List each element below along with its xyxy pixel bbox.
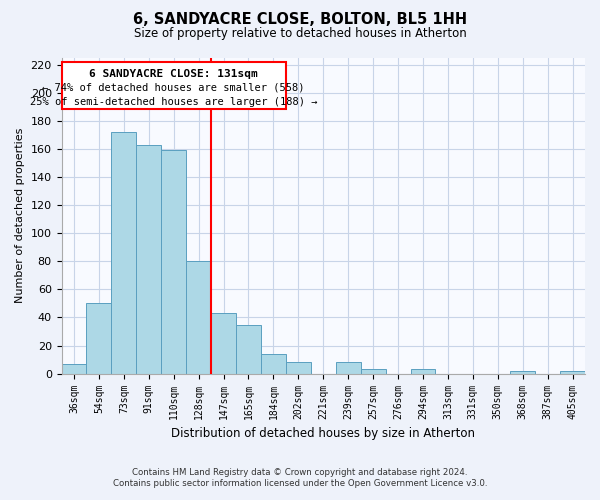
Text: Contains HM Land Registry data © Crown copyright and database right 2024.
Contai: Contains HM Land Registry data © Crown c…	[113, 468, 487, 487]
Text: 6 SANDYACRE CLOSE: 131sqm: 6 SANDYACRE CLOSE: 131sqm	[89, 68, 258, 78]
Bar	[261, 354, 286, 374]
Text: 25% of semi-detached houses are larger (188) →: 25% of semi-detached houses are larger (…	[30, 97, 317, 107]
Text: 6, SANDYACRE CLOSE, BOLTON, BL5 1HH: 6, SANDYACRE CLOSE, BOLTON, BL5 1HH	[133, 12, 467, 28]
Bar	[286, 362, 311, 374]
Bar	[410, 370, 436, 374]
Bar	[86, 304, 112, 374]
Bar	[510, 371, 535, 374]
Bar	[211, 314, 236, 374]
Bar	[560, 371, 585, 374]
Y-axis label: Number of detached properties: Number of detached properties	[15, 128, 25, 304]
Bar	[186, 262, 211, 374]
Bar	[361, 370, 386, 374]
Text: ← 74% of detached houses are smaller (558): ← 74% of detached houses are smaller (55…	[43, 83, 305, 93]
Text: Size of property relative to detached houses in Atherton: Size of property relative to detached ho…	[134, 28, 466, 40]
Bar	[62, 364, 86, 374]
Bar	[336, 362, 361, 374]
X-axis label: Distribution of detached houses by size in Atherton: Distribution of detached houses by size …	[171, 427, 475, 440]
Bar	[112, 132, 136, 374]
Bar	[136, 144, 161, 374]
Bar	[161, 150, 186, 374]
Bar	[236, 324, 261, 374]
FancyBboxPatch shape	[62, 62, 286, 110]
